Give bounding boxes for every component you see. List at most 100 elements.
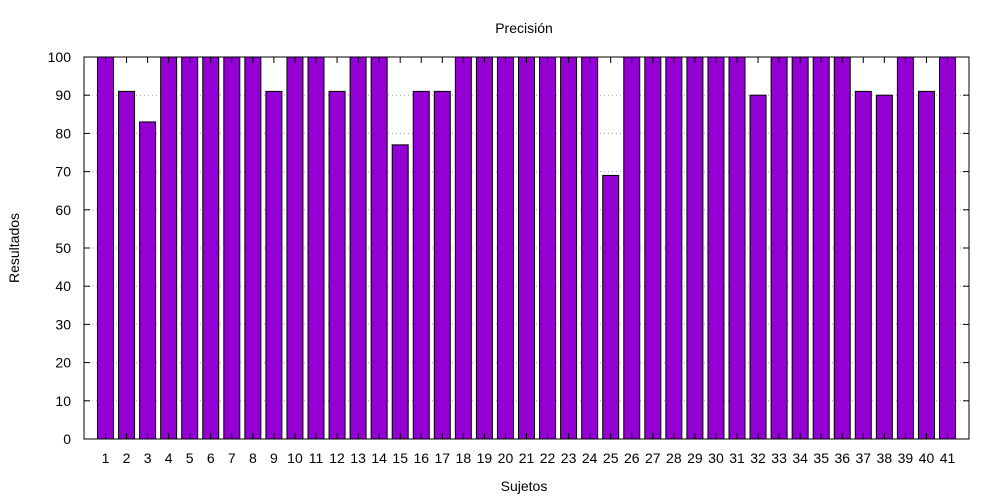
bar-subject-19 [475,56,493,440]
x-tick-label: 1 [102,450,110,466]
bar-subject-1 [97,56,114,440]
bar-subject-17 [433,90,451,440]
y-tick-label: 20 [55,355,71,371]
x-tick-label: 38 [877,450,893,466]
x-tick-label: 22 [540,450,556,466]
y-tick-label: 80 [55,125,71,141]
bar-subject-21 [518,56,535,440]
bars [97,56,956,440]
x-tick-label: 33 [771,450,787,466]
y-axis-label: Resultados [6,213,22,283]
x-tick-label: 16 [413,450,429,466]
x-tick-label: 18 [456,450,472,466]
x-tick-label: 13 [350,450,366,466]
x-tick-label: 9 [270,450,278,466]
bar-subject-14 [370,56,388,440]
y-tick-label: 0 [63,431,71,447]
x-tick-label: 24 [582,450,598,466]
x-tick-label: 7 [228,450,236,466]
x-tick-label: 8 [249,450,257,466]
bar-subject-38 [875,94,893,440]
bar-subject-36 [833,56,851,440]
bar-subject-3 [139,121,157,440]
bar-subject-2 [118,90,136,440]
bar-subject-9 [265,90,283,440]
x-tick-label: 41 [940,450,956,466]
bar-subject-8 [244,56,262,440]
x-axis-ticks: 1 2 3 4 5 6 7 8 9 10 11 12 13 14 15 16 17 18 19 20 21 22 23 24 2… [102,57,956,466]
y-tick-label: 10 [55,393,71,409]
bar-subject-29 [686,56,704,440]
bar-subject-40 [917,90,935,440]
bar-subject-4 [160,56,178,440]
bar-subject-23 [560,56,578,440]
bar-subject-16 [412,90,430,440]
bar-subject-28 [665,56,683,440]
bar-subject-33 [770,56,788,440]
x-tick-label: 36 [834,450,850,466]
x-tick-label: 14 [371,450,387,466]
x-tick-label: 17 [435,450,451,466]
chart-title: Precisión [495,20,553,36]
x-tick-label: 19 [477,450,493,466]
x-tick-label: 34 [792,450,808,466]
bar-subject-26 [623,56,641,440]
bar-subject-34 [791,56,809,440]
x-tick-label: 20 [498,450,514,466]
bar-subject-35 [812,56,830,440]
bar-subject-32 [749,94,767,440]
x-tick-label: 30 [708,450,724,466]
bar-subject-10 [286,56,304,440]
y-tick-label: 50 [55,240,71,256]
x-tick-label: 28 [666,450,682,466]
bar-subject-18 [454,56,472,440]
x-tick-label: 39 [898,450,914,466]
bar-subject-13 [349,56,367,440]
x-tick-label: 21 [519,450,535,466]
y-tick-label: 60 [55,202,71,218]
x-tick-label: 27 [645,450,661,466]
x-tick-label: 23 [561,450,577,466]
y-tick-label: 30 [55,316,71,332]
bar-subject-6 [202,56,220,440]
x-tick-label: 25 [603,450,619,466]
x-tick-label: 31 [729,450,745,466]
y-tick-label: 100 [48,49,72,65]
x-tick-label: 29 [687,450,703,466]
bar-subject-20 [496,56,514,440]
y-tick-label: 40 [55,278,71,294]
x-tick-label: 4 [165,450,173,466]
x-tick-label: 37 [856,450,872,466]
x-tick-label: 12 [329,450,345,466]
x-tick-label: 3 [144,450,152,466]
x-tick-label: 15 [392,450,408,466]
bar-subject-11 [307,56,325,440]
x-tick-label: 40 [919,450,935,466]
bar-subject-15 [391,144,409,440]
x-tick-label: 6 [207,450,215,466]
y-axis-ticks: 0 10 20 30 40 50 60 70 80 90 100 [48,49,969,447]
bar-subject-31 [728,56,746,440]
x-tick-label: 11 [309,450,324,466]
bar-subject-24 [581,56,599,440]
bar-subject-5 [181,56,199,440]
x-tick-label: 35 [813,450,829,466]
y-tick-label: 70 [55,164,71,180]
plot-frame [83,56,970,440]
bar-subject-39 [896,56,914,440]
y-tick-label: 90 [55,87,71,103]
bar-subject-22 [539,56,557,440]
bar-subject-41 [939,56,956,440]
bar-subject-37 [854,90,872,440]
bar-subject-27 [644,56,662,440]
bar-subject-7 [223,56,241,440]
x-tick-label: 32 [750,450,766,466]
x-axis-label: Sujetos [501,478,548,494]
x-tick-label: 10 [287,450,303,466]
x-tick-label: 26 [624,450,640,466]
x-tick-label: 5 [186,450,194,466]
x-tick-label: 2 [123,450,131,466]
bar-subject-12 [328,90,346,440]
